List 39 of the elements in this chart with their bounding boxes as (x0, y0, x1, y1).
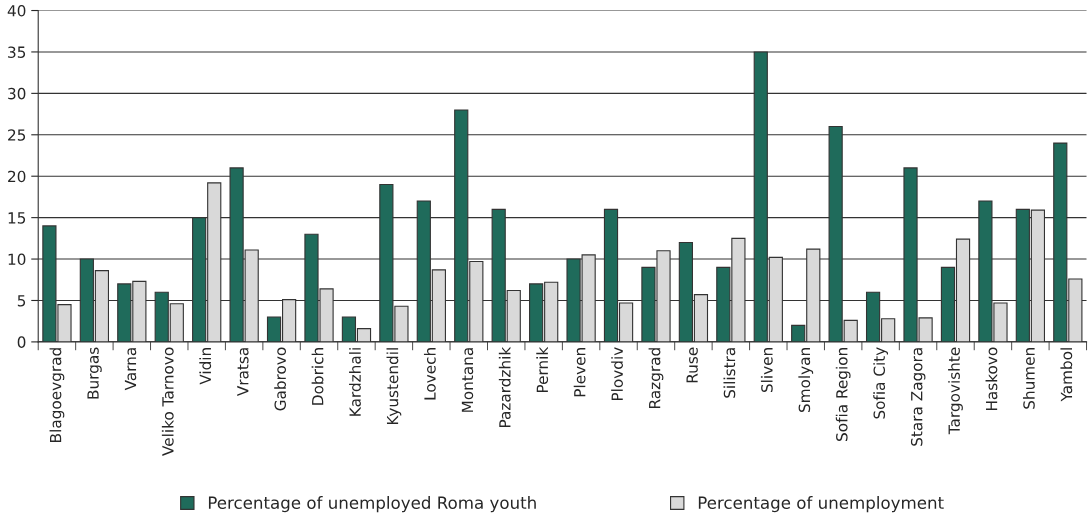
x-tick-label: Haskovo (985, 347, 998, 411)
x-tick-label: Pernik (536, 346, 549, 393)
x-tick-label: Yambol (1060, 348, 1073, 402)
y-tick-label: 30 (8, 87, 26, 100)
x-tick-label: Varna (124, 348, 137, 391)
x-tick-label: Vratsa (237, 348, 249, 397)
x-tick-label: Sliven (760, 348, 773, 393)
x-tick-label: Montana (461, 348, 474, 412)
y-tick-label: 40 (7, 4, 26, 17)
y-tick-label: 15 (8, 212, 26, 224)
x-tick-label: Targovishte (948, 347, 963, 435)
x-tick-label: Blagoevgrad (49, 348, 65, 442)
y-tick-label: 0 (17, 336, 26, 348)
y-tick-label: 35 (8, 46, 26, 58)
x-tick-label: Burgas (87, 347, 102, 399)
x-tick-label: Razgrad (648, 348, 664, 408)
x-tick-label: Gabrovo (274, 347, 287, 411)
x-tick-label: Smolyan (798, 348, 814, 413)
y-tick-label: 10 (8, 253, 26, 266)
x-tick-label: Ruse (686, 347, 698, 383)
x-tick-label: Kyustendil (386, 348, 402, 425)
x-tick-label: Stara Zagora (910, 348, 926, 446)
y-tick-label: 5 (17, 295, 26, 307)
x-tick-label: Pleven (573, 348, 586, 397)
x-tick-label: Pazardzhik (498, 346, 511, 428)
x-tick-label: Vidin (199, 348, 212, 385)
y-tick-label: 20 (8, 170, 26, 183)
x-tick-label: Shumen (1022, 348, 1035, 409)
x-tick-label: Plovdiv (611, 347, 623, 401)
x-tick-label: Dobrich (311, 348, 324, 405)
x-tick-label: Silistra (723, 348, 736, 398)
x-tick-label: Sofia City (873, 347, 889, 419)
x-tick-label: Lovech (423, 348, 436, 400)
legend-label: Percentage of unemployed Roma youth (208, 496, 536, 513)
legend-label: Percentage of unemployment (698, 496, 944, 513)
x-tick-label: Kardzhali (349, 348, 361, 416)
x-tick-label: Veliko Tarnovo (161, 347, 174, 456)
x-tick-label: Sofia Region (835, 348, 851, 441)
y-tick-label: 25 (8, 129, 26, 141)
